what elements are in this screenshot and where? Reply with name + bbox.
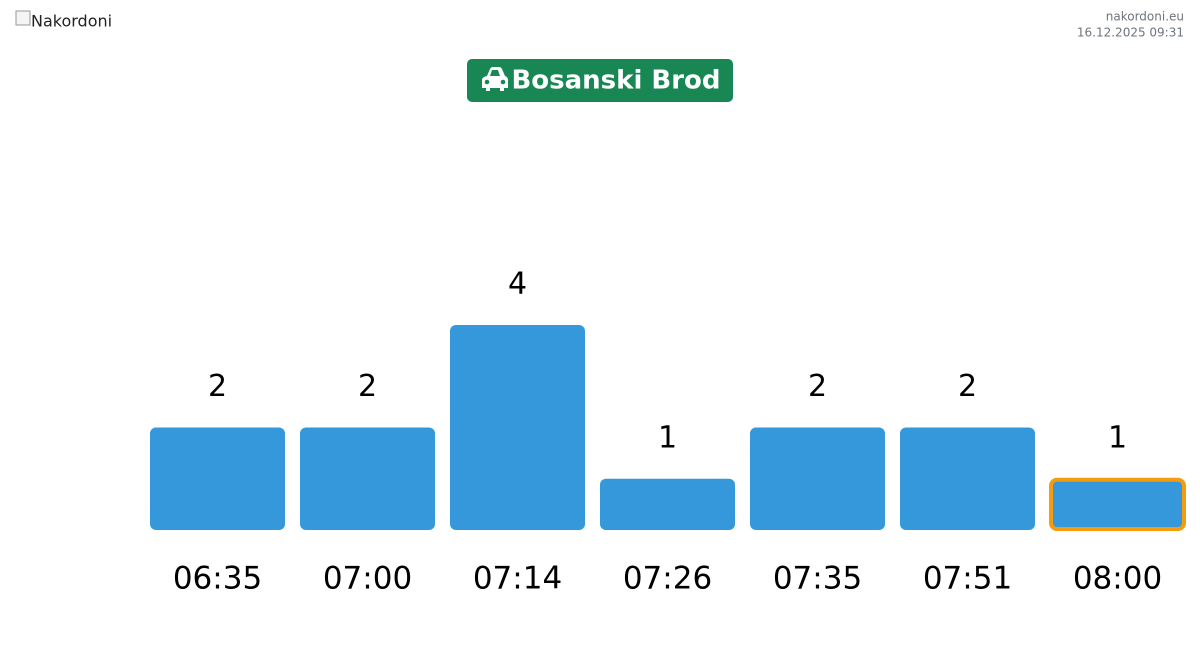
timestamp: 16.12.2025 09:31 [1077, 26, 1184, 40]
value-label: 4 [508, 267, 527, 302]
x-tick-label: 07:14 [473, 561, 562, 597]
logo-alt-text: Nakordoni [31, 12, 112, 31]
bar [450, 325, 585, 530]
bar [600, 478, 735, 530]
x-tick-label: 07:26 [623, 561, 712, 597]
value-label: 1 [658, 420, 677, 455]
bar [1049, 477, 1186, 531]
value-label: 2 [208, 369, 227, 404]
x-tick-label: 07:51 [923, 561, 1012, 597]
logo[interactable]: Nakordoni [15, 10, 112, 31]
x-tick-label: 08:00 [1073, 561, 1162, 597]
bar [750, 427, 885, 530]
x-tick-label: 06:35 [173, 561, 262, 597]
broken-image-icon [15, 10, 31, 26]
site-name: nakordoni.eu [1106, 10, 1184, 24]
bar [300, 427, 435, 530]
bar [150, 427, 285, 530]
chart-title: Bosanski Brod [511, 66, 720, 96]
value-label: 2 [358, 369, 377, 404]
value-label: 1 [1108, 420, 1127, 455]
car-icon [482, 67, 508, 91]
x-tick-label: 07:00 [323, 561, 412, 597]
bar [900, 427, 1035, 530]
value-label: 2 [958, 369, 977, 404]
x-tick-label: 07:35 [773, 561, 862, 597]
title-badge [467, 59, 733, 102]
value-label: 2 [808, 369, 827, 404]
